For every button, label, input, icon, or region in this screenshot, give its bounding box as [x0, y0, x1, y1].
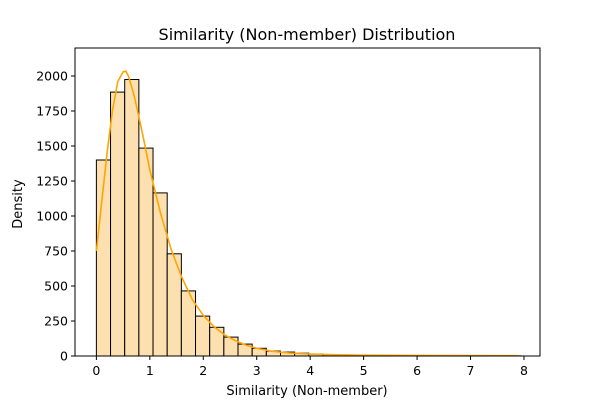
- plot-frame: [74, 47, 541, 357]
- histogram-bar: [152, 192, 168, 357]
- histogram-bar: [209, 326, 225, 357]
- x-tick-label: 0: [92, 363, 100, 378]
- axes: [74, 47, 541, 357]
- x-axis-label: Similarity (Non-member): [226, 384, 387, 399]
- y-tick-label: 750: [44, 244, 68, 259]
- histogram-bar: [110, 91, 126, 357]
- y-tick-label: 1000: [36, 209, 68, 224]
- histogram-bar: [124, 79, 140, 357]
- y-tick-label: 500: [44, 279, 68, 294]
- chart-title: Similarity (Non-member) Distribution: [159, 25, 456, 44]
- y-ticks: 0 250 500 750 1000 1250 1500 1750 2000: [36, 69, 75, 364]
- y-tick-label: 1500: [36, 139, 68, 154]
- histogram-bar: [138, 147, 154, 357]
- y-tick-label: 250: [44, 314, 68, 329]
- x-tick-label: 8: [520, 363, 528, 378]
- y-tick-label: 1250: [36, 174, 68, 189]
- x-tick-label: 5: [360, 363, 368, 378]
- x-tick-label: 2: [199, 363, 207, 378]
- x-tick-label: 7: [467, 363, 475, 378]
- y-tick-label: 0: [60, 349, 68, 364]
- y-axis-label: Density: [11, 179, 26, 229]
- histogram-bar: [195, 315, 211, 357]
- x-tick-label: 4: [306, 363, 314, 378]
- x-tick-label: 3: [253, 363, 261, 378]
- x-tick-label: 1: [146, 363, 154, 378]
- histogram-bars: [95, 79, 522, 357]
- x-tick-label: 6: [413, 363, 421, 378]
- kde-line: [95, 70, 519, 357]
- y-tick-label: 2000: [36, 69, 68, 84]
- histogram-bar: [223, 336, 239, 357]
- x-ticks: 0 1 2 3 4 5 6 7 8: [92, 356, 528, 378]
- y-tick-label: 1750: [36, 104, 68, 119]
